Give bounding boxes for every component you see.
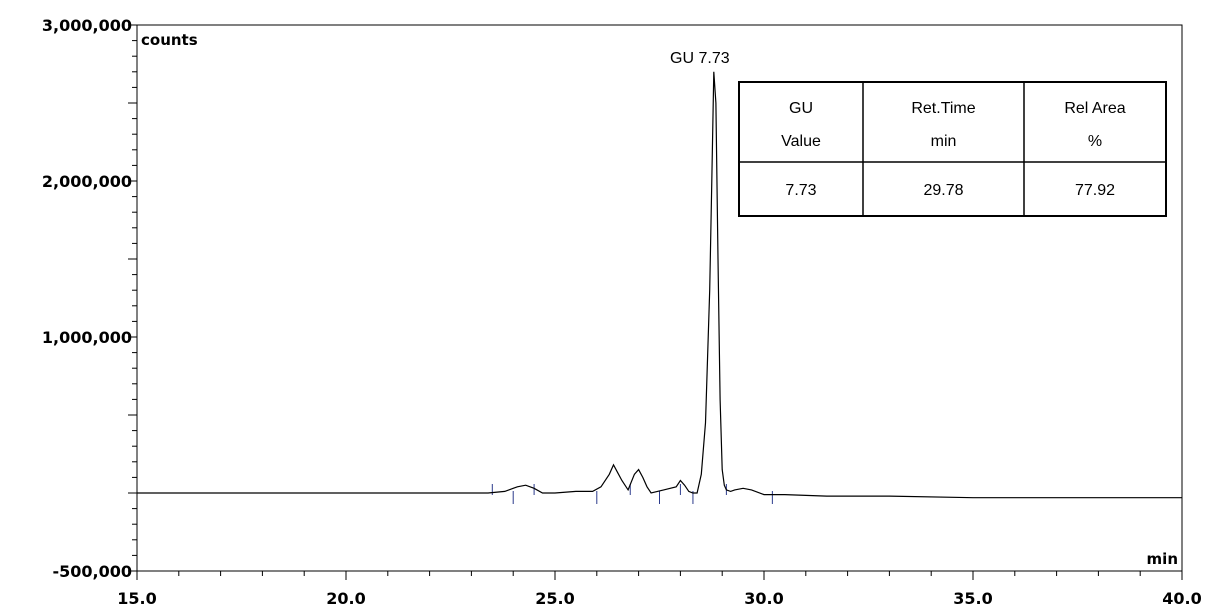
y-tick-label: 3,000,000 bbox=[42, 16, 132, 35]
y-tick-label: 2,000,000 bbox=[42, 172, 132, 191]
y-axis-unit-label: counts bbox=[141, 31, 198, 49]
y-tick-label: -500,000 bbox=[52, 562, 132, 581]
table-cell: 29.78 bbox=[923, 182, 963, 199]
x-tick-label: 30.0 bbox=[744, 589, 783, 608]
chromatogram-trace bbox=[137, 71, 1182, 499]
table-header-text: Ret.Time bbox=[911, 100, 975, 117]
y-axis-ticks: 3,000,000 2,000,000 1,000,000 -500,000 bbox=[42, 16, 137, 581]
x-tick-label: 15.0 bbox=[117, 589, 156, 608]
table-header-text: min bbox=[931, 133, 957, 150]
x-axis-ticks: 15.0 20.0 25.0 30.0 35.0 40.0 bbox=[117, 571, 1202, 608]
table-header-text: % bbox=[1088, 133, 1102, 150]
x-axis-unit-label: min bbox=[1147, 550, 1178, 568]
table-frame bbox=[738, 81, 1167, 217]
integration-marks bbox=[491, 484, 773, 504]
peak-label: GU 7.73 bbox=[670, 50, 730, 67]
plot-frame bbox=[136, 24, 1183, 572]
table-header-text: Rel Area bbox=[1064, 100, 1125, 117]
results-table: GU Value 7.73 Ret.Time min 29.78 Rel Area% 77.9… bbox=[738, 81, 1167, 217]
table-cell: 7.73 bbox=[785, 182, 816, 199]
table-cell: 77.92 bbox=[1075, 182, 1115, 199]
x-tick-label: 40.0 bbox=[1162, 589, 1201, 608]
table-header-text: GU bbox=[789, 100, 813, 117]
x-tick-label: 25.0 bbox=[535, 589, 574, 608]
y-tick-label: 1,000,000 bbox=[42, 328, 132, 347]
table-header-text: Value bbox=[781, 133, 821, 150]
x-tick-label: 35.0 bbox=[953, 589, 992, 608]
x-tick-label: 20.0 bbox=[326, 589, 365, 608]
